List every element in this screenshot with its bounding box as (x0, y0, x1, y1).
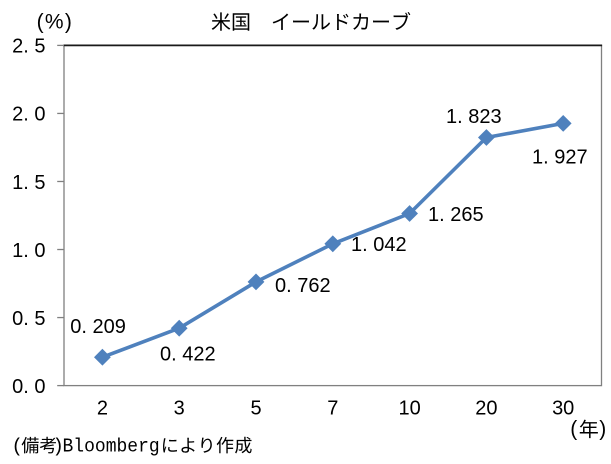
svg-text:Bloomberg: Bloomberg (63, 436, 160, 458)
svg-text:2: 2 (97, 398, 108, 420)
svg-text:10: 10 (398, 398, 420, 420)
svg-text:2. 0: 2. 0 (12, 104, 45, 126)
svg-text:(: ( (12, 436, 23, 458)
svg-text:1. 265: 1. 265 (428, 204, 484, 226)
svg-text:1. 042: 1. 042 (351, 234, 407, 256)
svg-text:2. 5: 2. 5 (12, 36, 45, 58)
svg-text:30: 30 (552, 398, 574, 420)
svg-text:1. 0: 1. 0 (12, 240, 45, 262)
svg-text:): ) (53, 436, 64, 458)
svg-text:1. 5: 1. 5 (12, 172, 45, 194)
svg-text:5: 5 (250, 398, 261, 420)
svg-text:(%): (%) (37, 10, 74, 33)
svg-text:0. 0: 0. 0 (12, 376, 45, 398)
svg-text:0. 209: 0. 209 (70, 316, 126, 338)
svg-text:(: ( (570, 418, 577, 441)
svg-text:3: 3 (174, 398, 185, 420)
svg-text:1. 823: 1. 823 (446, 106, 502, 128)
svg-text:1. 927: 1. 927 (532, 147, 588, 169)
svg-text:20: 20 (475, 398, 497, 420)
svg-text:0. 5: 0. 5 (12, 308, 45, 330)
svg-text:0. 762: 0. 762 (275, 275, 331, 297)
svg-text:7: 7 (327, 398, 338, 420)
svg-text:0. 422: 0. 422 (160, 344, 216, 366)
svg-text:): ) (599, 418, 606, 441)
